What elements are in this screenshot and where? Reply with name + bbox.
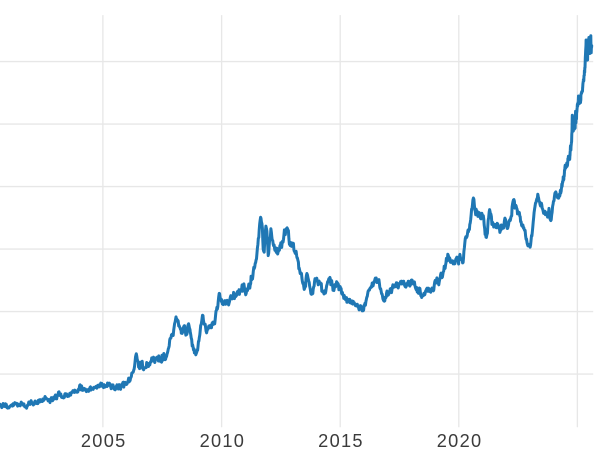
svg-text:2015: 2015: [318, 431, 364, 450]
svg-text:2005: 2005: [81, 431, 127, 450]
svg-text:2020: 2020: [437, 431, 483, 450]
svg-text:2010: 2010: [200, 431, 246, 450]
